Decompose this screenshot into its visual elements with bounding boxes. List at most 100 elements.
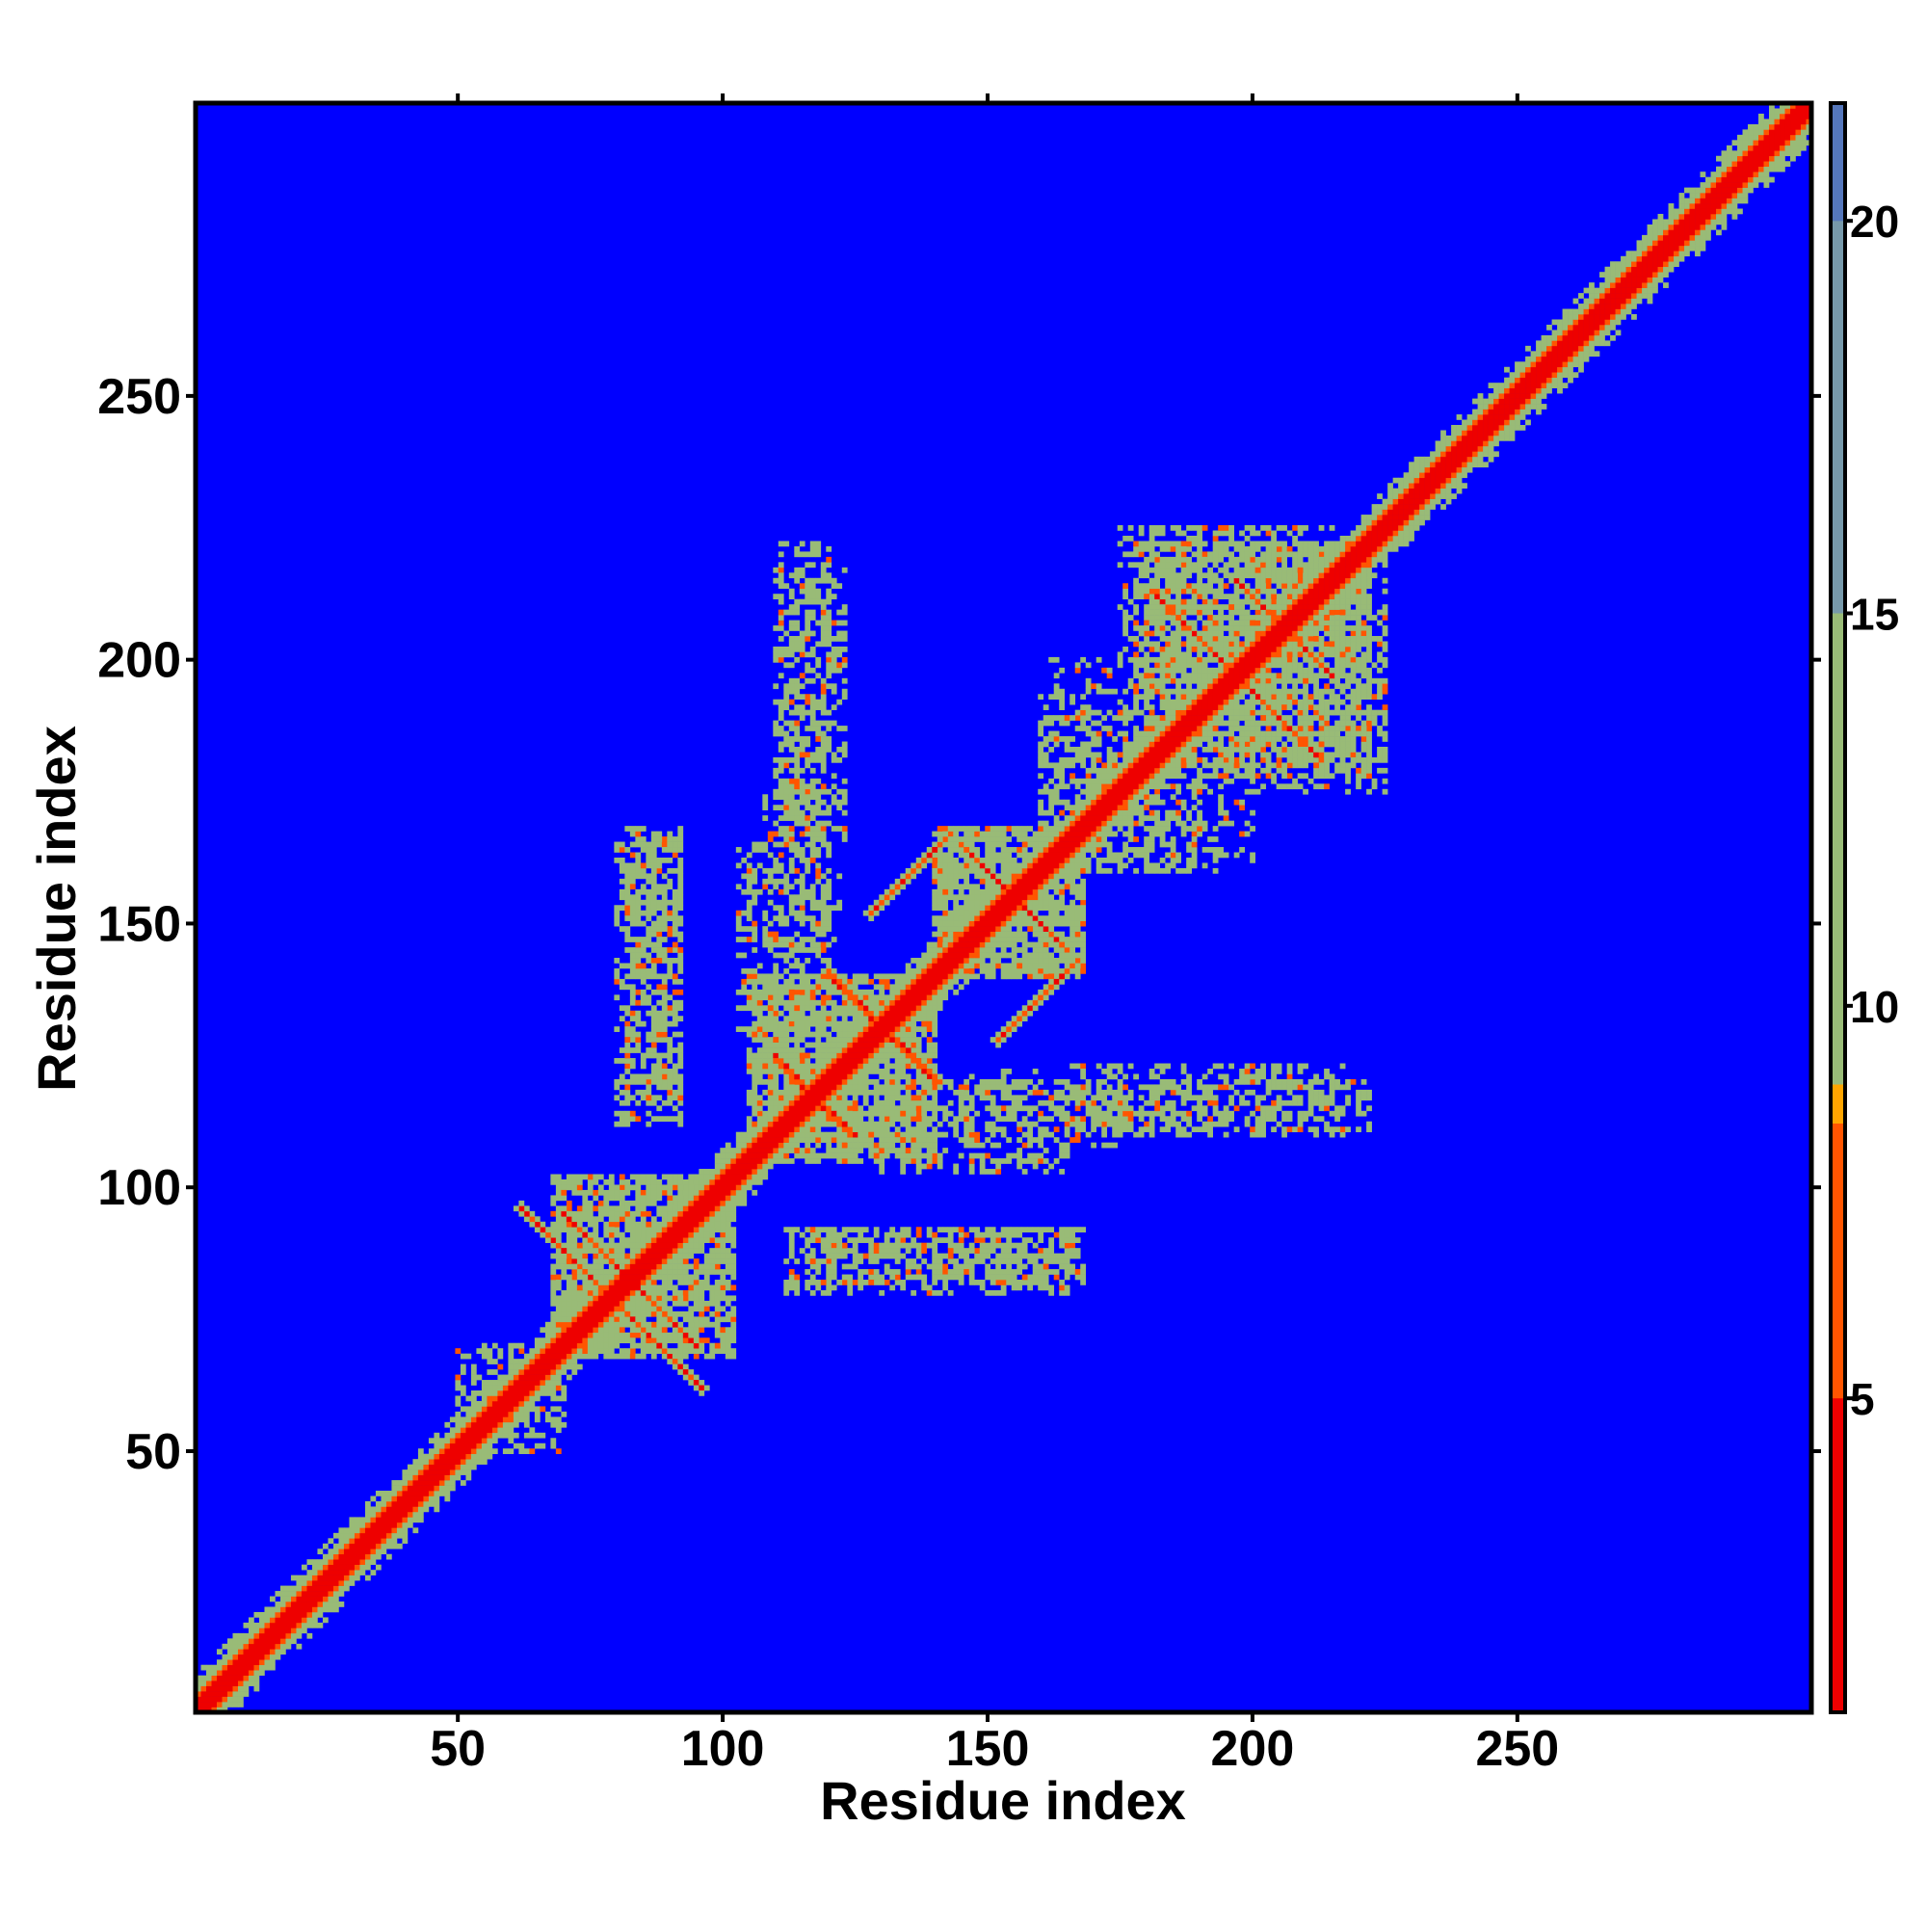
heatmap-cell — [614, 1332, 620, 1338]
heatmap-cell — [968, 958, 975, 964]
heatmap-cell — [1631, 272, 1637, 278]
heatmap-cell — [1774, 166, 1781, 172]
heatmap-cell — [1403, 530, 1410, 537]
heatmap-cell — [682, 1289, 689, 1296]
heatmap-cell — [619, 1316, 625, 1323]
heatmap-cell — [465, 1469, 472, 1475]
heatmap-cell — [624, 1353, 631, 1360]
heatmap-cell — [926, 978, 933, 985]
heatmap-cell — [1334, 583, 1340, 590]
heatmap-cell — [926, 967, 933, 974]
heatmap-cell — [841, 1042, 848, 1048]
heatmap-cell — [1466, 466, 1473, 473]
heatmap-cell — [481, 1390, 488, 1396]
heatmap-cell — [1678, 240, 1685, 247]
heatmap-cell — [1678, 193, 1685, 198]
heatmap-cell — [1239, 630, 1245, 637]
heatmap-cell — [1790, 150, 1796, 157]
heatmap-cell — [725, 1248, 731, 1254]
heatmap-cell — [1652, 229, 1658, 236]
heatmap-cell — [1583, 334, 1590, 341]
heatmap-cell — [550, 1195, 557, 1202]
heatmap-cell — [720, 1148, 726, 1153]
heatmap-cell — [1218, 694, 1224, 701]
heatmap-cell — [593, 1337, 599, 1344]
heatmap-cell — [905, 1058, 911, 1064]
heatmap-cell — [1329, 609, 1335, 616]
heatmap-cell — [672, 1200, 678, 1206]
heatmap-cell — [703, 1205, 710, 1212]
heatmap-cell — [624, 1289, 631, 1296]
heatmap-cell — [1360, 583, 1367, 590]
heatmap-cell — [720, 1274, 726, 1281]
heatmap-cell — [847, 1158, 854, 1164]
heatmap-cell — [301, 1591, 307, 1597]
heatmap-cell — [237, 1675, 244, 1681]
heatmap-cell — [677, 1216, 684, 1223]
heatmap-cell — [1281, 651, 1287, 658]
heatmap-cell — [635, 1280, 642, 1285]
heatmap-cell — [311, 1570, 318, 1575]
heatmap-cell — [1727, 176, 1732, 183]
heatmap-cell — [1244, 673, 1251, 679]
heatmap-cell — [544, 1342, 551, 1349]
heatmap-cell — [1409, 530, 1414, 537]
heatmap-cell — [354, 1564, 360, 1571]
heatmap-cell — [756, 1073, 763, 1080]
heatmap-cell — [1265, 651, 1272, 658]
heatmap-cell — [597, 1327, 604, 1334]
heatmap-cell — [603, 1242, 610, 1249]
heatmap-cell — [629, 1263, 636, 1270]
heatmap-cell — [407, 1474, 413, 1481]
heatmap-cell — [1297, 625, 1304, 631]
heatmap-cell — [1784, 129, 1791, 136]
heatmap-cell — [720, 1289, 726, 1296]
heatmap-cell — [1716, 166, 1722, 172]
heatmap-cell — [682, 1221, 689, 1228]
heatmap-cell — [831, 1148, 837, 1153]
heatmap-cell — [385, 1527, 392, 1534]
heatmap-cell — [1276, 609, 1282, 616]
heatmap-cell — [455, 1411, 462, 1417]
heatmap-cell — [725, 1195, 731, 1202]
heatmap-cell — [725, 1310, 731, 1317]
heatmap-cell — [847, 1069, 854, 1074]
heatmap-cell — [1451, 440, 1457, 447]
heatmap-cell — [391, 1491, 398, 1496]
heatmap-cell — [597, 1189, 604, 1196]
heatmap-cell — [773, 1121, 779, 1127]
heatmap-cell — [550, 1310, 557, 1317]
heatmap-cell — [783, 1089, 790, 1096]
heatmap-cell — [385, 1538, 392, 1545]
heatmap-cell — [1281, 646, 1287, 652]
heatmap-cell — [438, 1491, 445, 1496]
heatmap-cell — [693, 1327, 700, 1334]
heatmap-cell — [449, 1480, 456, 1486]
heatmap-cell — [434, 1438, 440, 1444]
heatmap-cell — [1519, 393, 1526, 399]
heatmap-cell — [1366, 515, 1372, 520]
heatmap-cell — [783, 1069, 790, 1074]
heatmap-cell — [513, 1374, 519, 1381]
heatmap-cell — [688, 1348, 695, 1354]
heatmap-cell — [640, 1200, 647, 1206]
heatmap-cell — [831, 1084, 837, 1091]
heatmap-cell — [958, 941, 964, 948]
heatmap-cell — [502, 1374, 509, 1381]
heatmap-cell — [328, 1585, 334, 1592]
heatmap-cell — [1000, 910, 1007, 916]
heatmap-cell — [597, 1321, 604, 1328]
heatmap-cell — [868, 1047, 875, 1053]
heatmap-cell — [301, 1575, 307, 1581]
heatmap-cell — [1021, 867, 1028, 874]
heatmap-cell — [788, 1089, 795, 1096]
heatmap-cell — [783, 1105, 790, 1112]
heatmap-cell — [730, 1237, 737, 1243]
heatmap-cell — [921, 1131, 928, 1138]
heatmap-cell — [767, 1052, 774, 1059]
heatmap-cell — [1281, 609, 1287, 616]
heatmap-cell — [979, 926, 986, 932]
heatmap-cell — [603, 1274, 610, 1281]
heatmap-cell — [1721, 224, 1728, 230]
heatmap-cell — [688, 1332, 695, 1338]
